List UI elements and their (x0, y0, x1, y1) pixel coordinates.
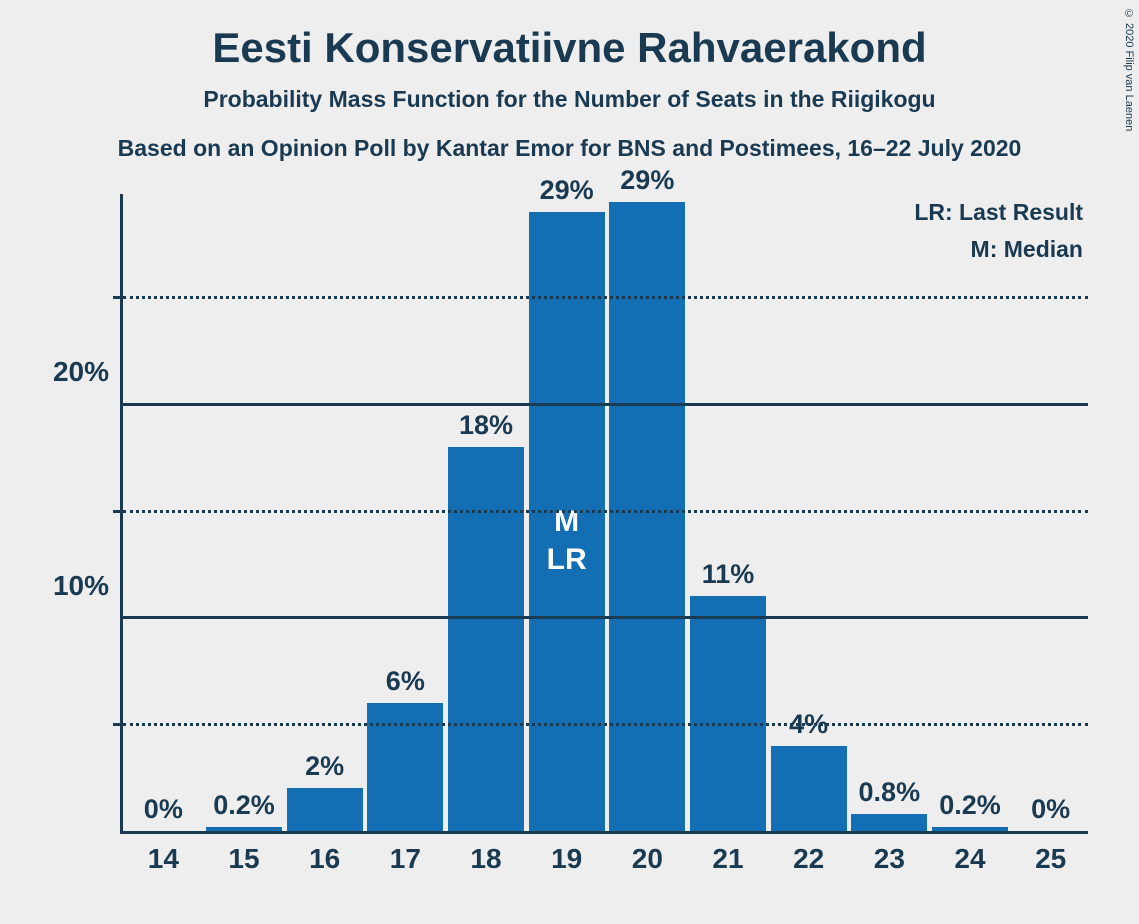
chart-source: Based on an Opinion Poll by Kantar Emor … (0, 135, 1139, 162)
ytick-minor-mark (113, 296, 123, 299)
xtick-label: 25 (1035, 831, 1066, 875)
bar-value-label: 2% (305, 751, 344, 788)
bar: 29%MLR (529, 212, 605, 831)
bar-value-label: 4% (789, 709, 828, 746)
ytick-minor-mark (113, 510, 123, 513)
bar-value-label: 11% (702, 559, 755, 596)
bar-value-label: 6% (386, 666, 425, 703)
xtick-label: 19 (551, 831, 582, 875)
ytick-label: 10% (53, 570, 109, 602)
xtick-label: 20 (632, 831, 663, 875)
bar: 18% (448, 447, 524, 831)
xtick-label: 23 (874, 831, 905, 875)
bar: 11% (690, 596, 766, 831)
plot-area: 0%0.2%2%6%18%29%MLR29%11%4%0.8%0.2%0% 10… (120, 194, 1088, 834)
xtick-label: 15 (228, 831, 259, 875)
bar-value-label: 29% (620, 165, 674, 202)
xtick-label: 18 (470, 831, 501, 875)
bar-value-label: 0% (144, 794, 183, 831)
bar-marker: MLR (547, 503, 587, 578)
xtick-label: 22 (793, 831, 824, 875)
gridline-minor (123, 296, 1088, 299)
gridline-minor (123, 510, 1088, 513)
chart-subtitle: Probability Mass Function for the Number… (0, 86, 1139, 113)
xtick-label: 17 (390, 831, 421, 875)
bar-value-label: 29% (540, 175, 594, 212)
bars-container: 0%0.2%2%6%18%29%MLR29%11%4%0.8%0.2%0% (123, 194, 1088, 831)
ytick-label: 20% (53, 356, 109, 388)
gridline-minor (123, 723, 1088, 726)
xtick-label: 14 (148, 831, 179, 875)
xtick-label: 16 (309, 831, 340, 875)
chart-title: Eesti Konservatiivne Rahvaerakond (0, 24, 1139, 72)
bar-value-label: 18% (459, 410, 513, 447)
bar-value-label: 0.2% (213, 790, 275, 827)
bar: 2% (287, 788, 363, 831)
bar-value-label: 0.2% (939, 790, 1001, 827)
gridline-major (123, 616, 1088, 619)
copyright-text: © 2020 Filip van Laenen (1123, 8, 1135, 131)
title-block: Eesti Konservatiivne Rahvaerakond Probab… (0, 0, 1139, 162)
bar: 4% (771, 746, 847, 831)
ytick-minor-mark (113, 723, 123, 726)
xtick-label: 21 (712, 831, 743, 875)
bar-value-label: 0.8% (859, 777, 921, 814)
bar: 0.8% (851, 814, 927, 831)
xtick-label: 24 (954, 831, 985, 875)
bar-value-label: 0% (1031, 794, 1070, 831)
gridline-major (123, 403, 1088, 406)
